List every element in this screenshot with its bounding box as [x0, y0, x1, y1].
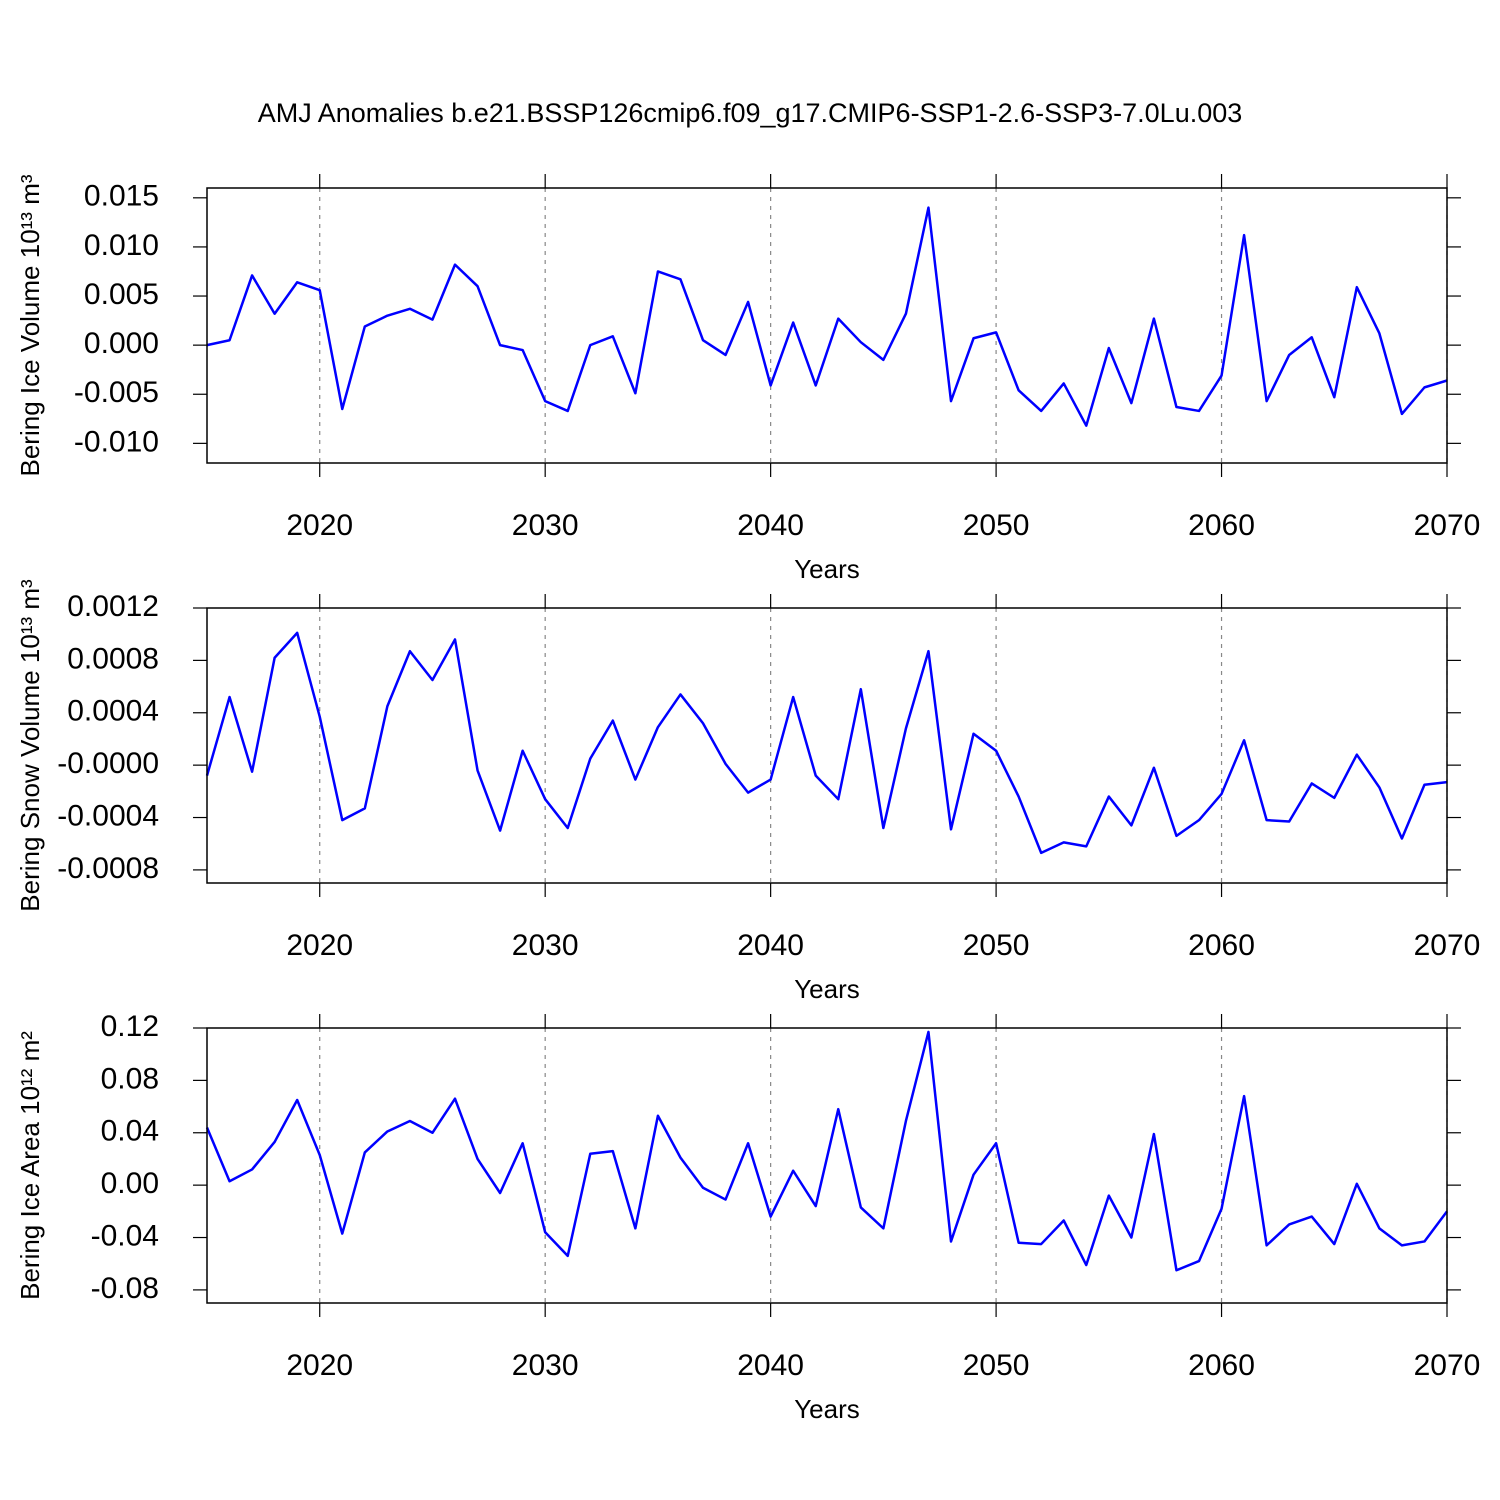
x-tick-label: 2070 [1414, 929, 1481, 962]
data-line [205, 1030, 1449, 1272]
x-tick-label: 2050 [963, 1349, 1030, 1382]
x-axis-label: Years [794, 974, 860, 1004]
y-axis-label: Bering Ice Volume 10¹³ m³ [15, 174, 45, 476]
y-tick-label: -0.0004 [57, 799, 159, 832]
data-line [205, 631, 1448, 855]
plot-frame [206, 607, 1448, 884]
x-tick-label: 2060 [1188, 1349, 1255, 1382]
y-tick-label: 0.0008 [67, 642, 159, 675]
y-tick-label: 0.0012 [67, 590, 159, 623]
x-tick-label: 2040 [737, 509, 804, 542]
data-line [206, 206, 1448, 427]
x-axis-label: Years [794, 554, 860, 584]
y-tick-label: 0.0004 [67, 695, 159, 728]
x-tick-label: 2070 [1414, 1349, 1481, 1382]
y-tick-label: 0.04 [101, 1115, 159, 1148]
y-tick-label: -0.08 [91, 1272, 159, 1305]
y-tick-label: -0.010 [74, 425, 159, 458]
x-tick-label: 2060 [1188, 929, 1255, 962]
plot-frame [206, 187, 1448, 464]
y-tick-label: 0.015 [84, 180, 159, 213]
x-tick-label: 2030 [512, 1349, 579, 1382]
y-tick-label: -0.0000 [57, 747, 159, 780]
y-tick-label: 0.08 [101, 1062, 159, 1095]
y-tick-label: 0.000 [84, 327, 159, 360]
x-tick-label: 2050 [963, 509, 1030, 542]
x-tick-label: 2050 [963, 929, 1030, 962]
y-tick-label: -0.04 [91, 1219, 159, 1252]
chart-title: AMJ Anomalies b.e21.BSSP126cmip6.f09_g17… [258, 98, 1243, 128]
x-tick-label: 2030 [512, 509, 579, 542]
x-tick-label: 2070 [1414, 509, 1481, 542]
y-tick-label: -0.0008 [57, 852, 159, 885]
y-tick-label: 0.12 [101, 1010, 159, 1043]
x-tick-label: 2060 [1188, 509, 1255, 542]
x-tick-label: 2040 [737, 929, 804, 962]
x-tick-label: 2020 [286, 509, 353, 542]
y-tick-label: 0.010 [84, 229, 159, 262]
x-tick-label: 2040 [737, 1349, 804, 1382]
y-axis-label: Bering Snow Volume 10¹³ m³ [15, 579, 45, 912]
y-tick-label: 0.00 [101, 1167, 159, 1200]
x-tick-label: 2030 [512, 929, 579, 962]
x-axis-label: Years [794, 1394, 860, 1424]
y-tick-label: -0.005 [74, 376, 159, 409]
y-tick-label: 0.005 [84, 278, 159, 311]
x-tick-label: 2020 [286, 929, 353, 962]
x-tick-label: 2020 [286, 1349, 353, 1382]
y-axis-label: Bering Ice Area 10¹² m² [15, 1031, 45, 1300]
plot-frame [206, 1027, 1448, 1304]
